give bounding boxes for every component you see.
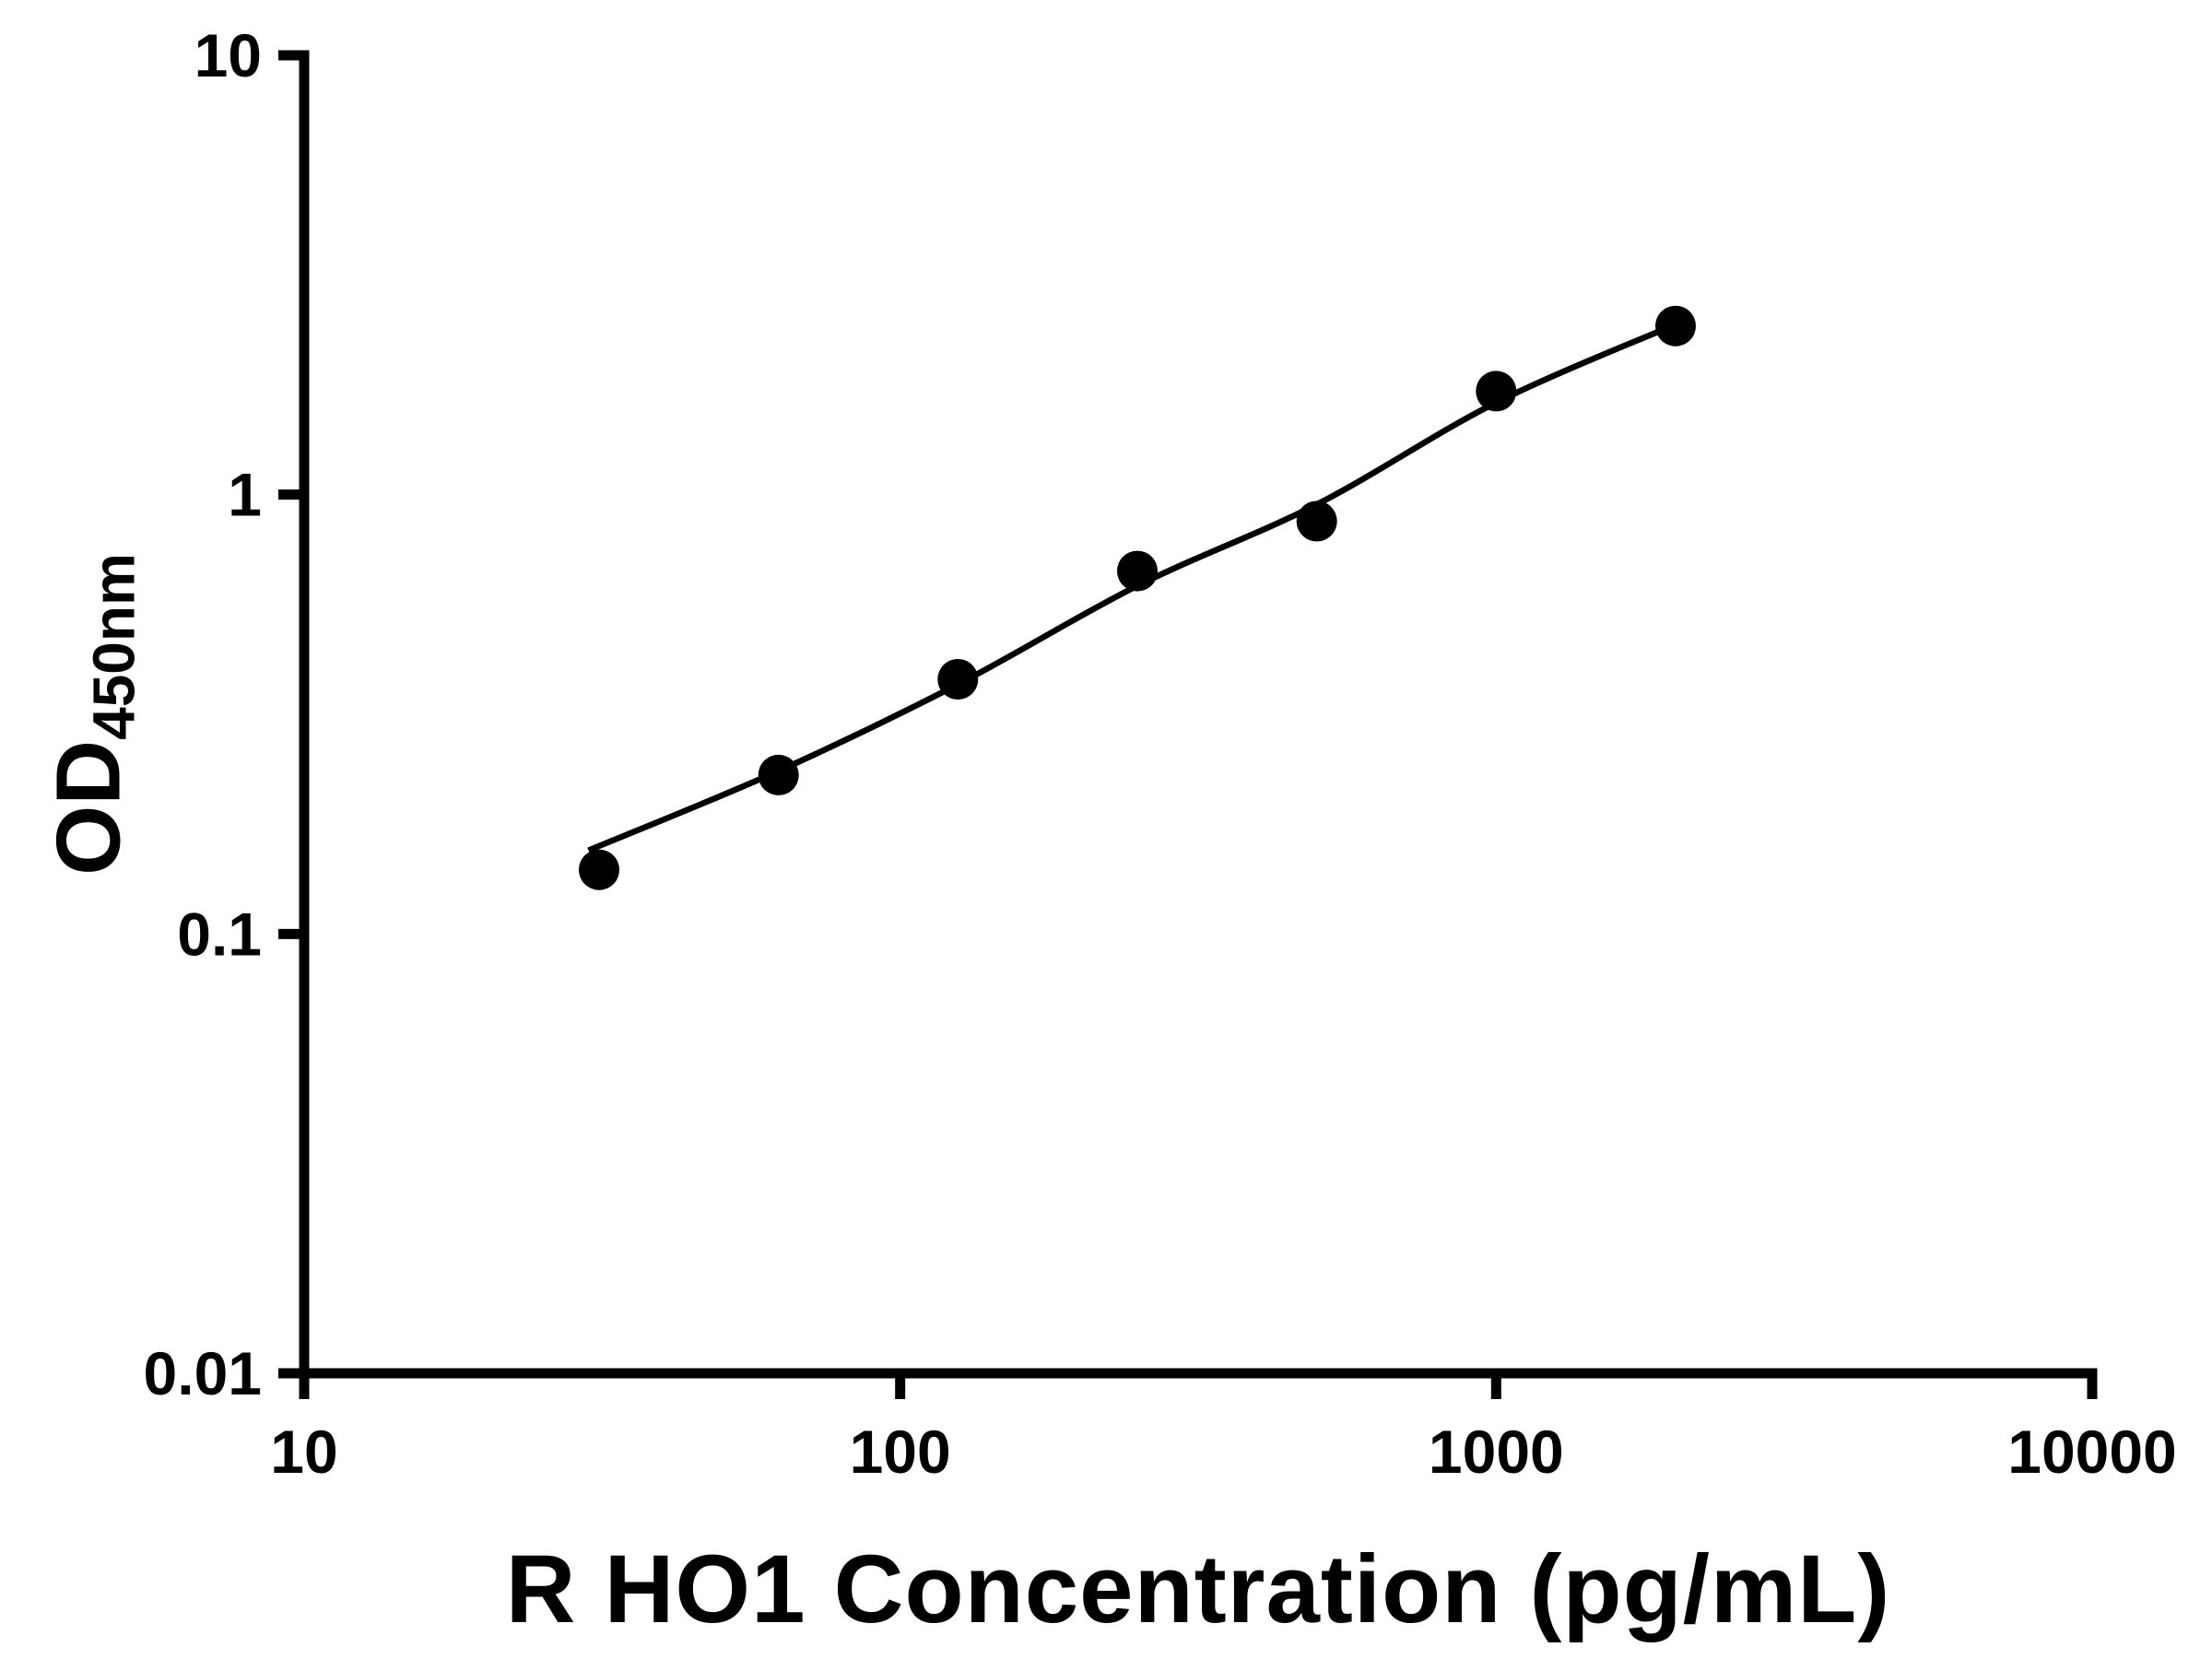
y-tick-label: 0.1 [177,900,262,968]
x-tick-label: 10000 [2007,1418,2177,1486]
axis-lines [299,50,2098,1379]
y-tick-label: 1 [228,461,262,529]
x-tick-label: 1000 [1429,1418,1564,1486]
x-axis-title: R HO1 Concentration (pg/mL) [505,1535,1891,1643]
x-tick-label: 100 [850,1418,951,1486]
data-point [1476,371,1517,412]
y-axis-title: OD450nm [37,553,148,876]
x-tick-label: 10 [270,1418,337,1486]
data-point [1655,305,1696,347]
data-point [1117,550,1158,592]
data-point [758,754,799,795]
data-point [937,659,979,700]
data-point [579,849,619,890]
y-tick-label: 0.01 [144,1339,262,1407]
y-tick-label: 10 [194,21,262,89]
data-point [1296,500,1337,542]
y-axis-title-sub: 450nm [80,553,147,740]
y-axis-title-main: OD [37,739,139,876]
